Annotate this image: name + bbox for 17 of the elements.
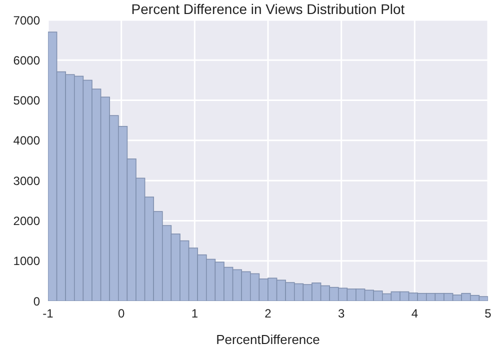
x-tick-label: 4 bbox=[411, 306, 418, 321]
y-tick-label: 1000 bbox=[13, 254, 40, 268]
y-tick-label: 5000 bbox=[13, 94, 40, 108]
x-tick-label: 1 bbox=[191, 306, 198, 321]
y-tick-label: 4000 bbox=[13, 134, 40, 148]
y-tick-label: 2000 bbox=[13, 214, 40, 228]
x-tick-label: 5 bbox=[484, 306, 492, 321]
x-tick-label: -1 bbox=[42, 306, 54, 321]
x-tick-label: 2 bbox=[264, 306, 272, 321]
y-tick-label: 0 bbox=[33, 294, 40, 308]
y-tick-label: 7000 bbox=[13, 13, 40, 28]
y-tick-label: 3000 bbox=[13, 174, 40, 188]
y-tick-label: 6000 bbox=[13, 53, 40, 68]
x-tick-label: 0 bbox=[118, 306, 125, 321]
chart-title: Percent Difference in Views Distribution Plot bbox=[130, 1, 406, 17]
x-axis-title: PercentDifference bbox=[216, 332, 320, 347]
x-tick-label: 3 bbox=[338, 306, 345, 321]
